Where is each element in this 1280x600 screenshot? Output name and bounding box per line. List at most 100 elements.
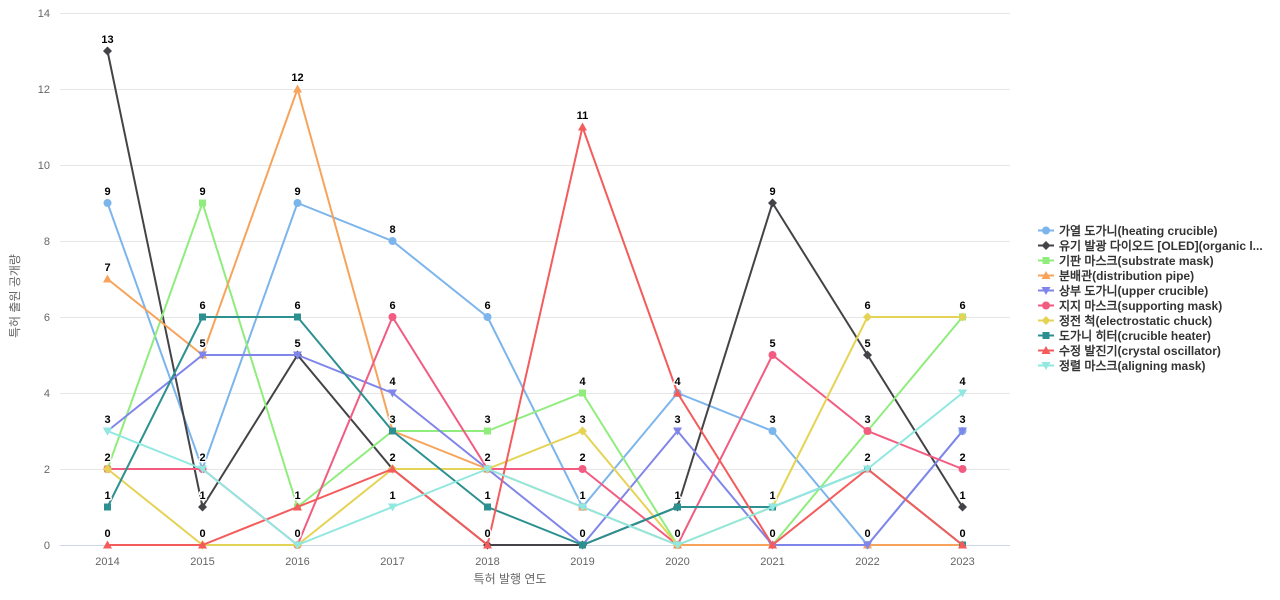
data-point-marker[interactable] [768, 540, 777, 549]
data-point-marker[interactable] [1042, 257, 1050, 264]
data-label: 5 [199, 338, 205, 350]
data-label: 13 [101, 34, 113, 46]
data-point-marker[interactable] [1041, 362, 1051, 370]
data-point-marker[interactable] [958, 465, 967, 473]
data-point-marker[interactable] [388, 503, 397, 512]
data-point-marker[interactable] [103, 46, 112, 56]
data-point-marker[interactable] [768, 198, 777, 208]
data-point-marker[interactable] [294, 313, 301, 321]
data-point-marker[interactable] [199, 313, 206, 321]
data-point-marker[interactable] [389, 427, 396, 435]
series-line-group [103, 312, 967, 550]
data-point-marker[interactable] [293, 84, 302, 93]
data-point-marker[interactable] [199, 199, 206, 207]
data-point-marker[interactable] [484, 503, 491, 511]
legend-marker-icon [1038, 346, 1054, 354]
data-label: 1 [199, 490, 205, 502]
data-label: 8 [389, 224, 395, 236]
data-point-marker[interactable] [768, 427, 777, 435]
legend-item[interactable]: 가열 도가니(heating crucible) [1038, 223, 1263, 238]
series-line-group [103, 389, 967, 550]
data-point-marker[interactable] [1042, 301, 1050, 310]
data-point-marker[interactable] [1041, 271, 1051, 279]
data-point-marker[interactable] [863, 427, 872, 435]
data-point-marker[interactable] [958, 540, 967, 549]
data-point-marker[interactable] [958, 389, 967, 398]
data-point-marker[interactable] [103, 274, 112, 283]
legend-item[interactable]: 지지 마스크(supporting mask) [1038, 298, 1263, 313]
legend-item[interactable]: 유기 발광 다이오드 [OLED](organic l... [1038, 238, 1263, 253]
data-label: 3 [484, 414, 490, 426]
data-point-marker[interactable] [103, 464, 112, 474]
data-label: 2 [484, 452, 490, 464]
data-point-marker[interactable] [103, 427, 112, 436]
data-point-marker[interactable] [579, 541, 586, 549]
data-label: 3 [674, 414, 680, 426]
data-point-marker[interactable] [1042, 332, 1050, 339]
data-point-marker[interactable] [578, 465, 587, 473]
data-label: 4 [579, 376, 586, 388]
data-point-marker[interactable] [198, 465, 207, 474]
data-point-marker[interactable] [293, 199, 302, 207]
data-label: 6 [484, 300, 490, 312]
data-point-marker[interactable] [1041, 346, 1051, 354]
data-point-marker[interactable] [198, 351, 207, 360]
legend-item[interactable]: 정렬 마스크(aligning mask) [1038, 358, 1263, 373]
data-point-marker[interactable] [103, 199, 112, 207]
legend-item[interactable]: 정전 척(electrostatic chuck) [1038, 313, 1263, 328]
data-label: 0 [864, 528, 870, 540]
data-point-marker[interactable] [673, 388, 682, 397]
data-point-marker[interactable] [388, 313, 397, 321]
data-label: 3 [579, 414, 585, 426]
data-point-marker[interactable] [579, 389, 586, 397]
data-point-marker[interactable] [104, 503, 111, 511]
data-point-marker[interactable] [293, 541, 302, 550]
data-point-marker[interactable] [863, 312, 872, 322]
data-point-marker[interactable] [578, 503, 587, 512]
series-line [106, 316, 964, 546]
data-point-marker[interactable] [1041, 241, 1051, 250]
data-point-marker[interactable] [674, 503, 681, 511]
data-point-marker[interactable] [1041, 287, 1051, 295]
y-tick-label: 10 [38, 160, 50, 172]
data-point-marker[interactable] [388, 237, 397, 245]
data-label: 3 [959, 414, 965, 426]
data-point-marker[interactable] [388, 464, 397, 473]
legend-item[interactable]: 수정 발진기(crystal oscillator) [1038, 343, 1263, 358]
data-point-marker[interactable] [578, 122, 587, 131]
data-point-marker[interactable] [673, 427, 682, 436]
legend-marker-icon [1038, 287, 1054, 295]
data-point-marker[interactable] [483, 465, 492, 474]
data-point-marker[interactable] [1041, 316, 1051, 325]
data-point-marker[interactable] [388, 389, 397, 398]
y-tick-label: 4 [44, 388, 50, 400]
series-line [106, 126, 964, 546]
data-point-marker[interactable] [863, 350, 872, 360]
legend-marker-icon [1038, 241, 1054, 250]
series-line [106, 202, 964, 546]
legend-item[interactable]: 상부 도가니(upper crucible) [1038, 283, 1263, 298]
legend-item[interactable]: 분배관(distribution pipe) [1038, 268, 1263, 283]
data-point-marker[interactable] [768, 351, 777, 359]
data-point-marker[interactable] [483, 540, 492, 549]
data-point-marker[interactable] [483, 313, 492, 321]
data-point-marker[interactable] [198, 540, 207, 549]
legend-item[interactable]: 기판 마스크(substrate mask) [1038, 253, 1263, 268]
data-point-marker[interactable] [958, 427, 967, 436]
data-point-marker[interactable] [768, 503, 777, 512]
data-point-marker[interactable] [293, 502, 302, 511]
data-point-marker[interactable] [958, 312, 967, 322]
data-point-marker[interactable] [293, 351, 302, 360]
data-point-marker[interactable] [863, 465, 872, 474]
data-point-marker[interactable] [484, 427, 491, 435]
data-point-marker[interactable] [103, 540, 112, 549]
data-point-marker[interactable] [198, 502, 207, 512]
series-line [106, 392, 964, 546]
data-point-marker[interactable] [1042, 226, 1050, 235]
legend-item-label: 정전 척(electrostatic chuck) [1059, 314, 1213, 328]
legend-item[interactable]: 도가니 히터(crucible heater) [1038, 328, 1263, 343]
data-point-marker[interactable] [958, 502, 967, 512]
data-point-marker[interactable] [578, 426, 587, 436]
data-point-marker[interactable] [863, 541, 872, 550]
data-point-marker[interactable] [673, 541, 682, 550]
